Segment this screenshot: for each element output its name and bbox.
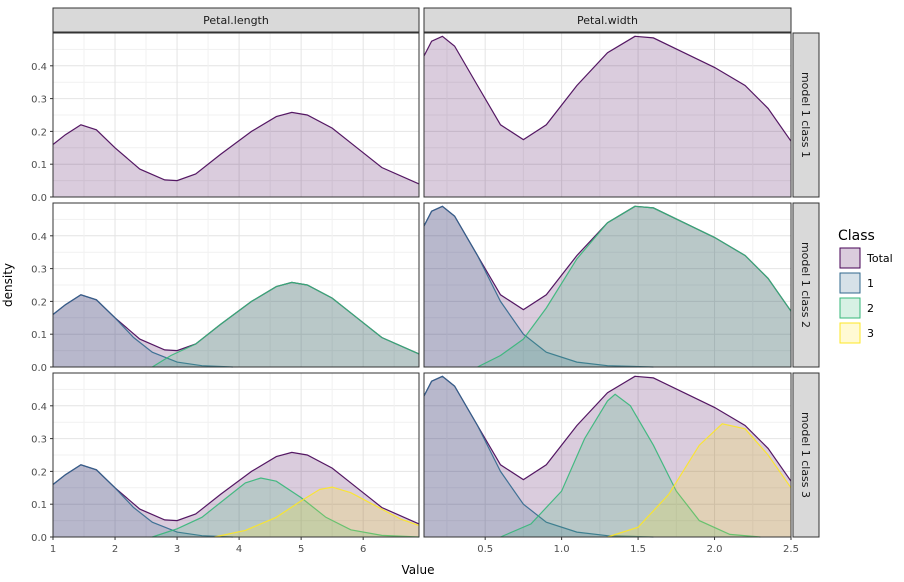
panel-1-2 (423, 32, 792, 198)
y-tick-label: 0.2 (31, 297, 47, 308)
density-class-3-line (607, 423, 792, 538)
y-axis-label: density (1, 263, 15, 307)
density-class-3-area (607, 423, 791, 537)
legend-label: 2 (867, 302, 874, 315)
y-tick-label: 0.4 (31, 232, 47, 243)
density-class-2-line (477, 205, 792, 368)
facet-strip-row (792, 32, 820, 198)
legend-key-1 (839, 272, 861, 294)
y-tick-label: 0.0 (31, 533, 47, 544)
panel-border (423, 32, 792, 198)
x-tick-label: 3 (174, 544, 180, 555)
density-class-1-area (424, 376, 654, 537)
facet-strip-label: Petal.width (577, 14, 638, 27)
y-tick-label: 0.3 (31, 435, 47, 446)
density-class-2-area (500, 394, 761, 537)
panel-1-1 (52, 32, 420, 198)
y-tick-label: 0.0 (31, 363, 47, 374)
y-tick-label: 0.1 (31, 500, 47, 511)
facet-strip-label: Petal.length (203, 14, 269, 27)
y-tick-label: 0.4 (31, 62, 47, 73)
y-tick-label: 0.4 (31, 402, 47, 413)
density-class-2-area (152, 478, 420, 537)
legend-label: 3 (867, 327, 874, 340)
y-tick-label: 0.1 (31, 160, 47, 171)
legend-key-total (839, 247, 861, 269)
panel-border (52, 202, 420, 368)
density-class-1-line (52, 294, 233, 368)
density-class-3-area (214, 487, 419, 537)
x-tick-label: 2 (112, 544, 118, 555)
legend: Class Total 1 2 3 (838, 228, 893, 344)
x-tick-label: 5 (298, 544, 304, 555)
facet-strip-row-label: model 1 class 1 (799, 72, 812, 158)
panel-border (52, 372, 420, 538)
density-class-1-area (53, 294, 233, 367)
x-tick-label: 1.5 (630, 544, 646, 555)
density-total-area (53, 112, 419, 197)
facet-strip-row-label: model 1 class 3 (799, 412, 812, 498)
density-class-2-area (152, 282, 420, 367)
facet-strip-petal-length (52, 7, 420, 33)
legend-title: Class (838, 228, 875, 244)
panel-border (423, 372, 792, 538)
density-class-2-line (151, 281, 420, 368)
density-class-1-area (53, 464, 233, 537)
density-class-1-line (423, 205, 654, 368)
x-tick-label: 0.5 (477, 544, 493, 555)
facet-strip-petal-width (423, 7, 792, 33)
panel-2-2 (423, 202, 792, 368)
density-total-area (424, 376, 791, 537)
y-tick-label: 0.2 (31, 467, 47, 478)
density-class-3-line (214, 486, 420, 538)
facet-strip-row (792, 372, 820, 538)
density-class-2-line (500, 393, 761, 538)
legend-label: 1 (867, 277, 874, 290)
y-tick-label: 0.3 (31, 95, 47, 106)
panel-border (52, 32, 420, 198)
density-class-1-area (424, 206, 654, 367)
y-tick-label: 0.3 (31, 265, 47, 276)
panel-3-2 (423, 372, 792, 538)
density-class-2-area (477, 206, 791, 367)
x-tick-label: 6 (360, 544, 366, 555)
facet-strip-row-label: model 1 class 2 (799, 242, 812, 328)
density-total-line (423, 35, 792, 142)
legend-key-3 (839, 322, 861, 344)
panel-3-1 (52, 372, 420, 538)
panel-2-1 (52, 202, 420, 368)
legend-label: Total (866, 252, 893, 265)
x-tick-label: 4 (236, 544, 242, 555)
density-total-area (424, 36, 791, 197)
x-tick-label: 1 (50, 544, 56, 555)
x-tick-label: 2.5 (783, 544, 799, 555)
density-total-line (52, 111, 420, 185)
panel-border (423, 202, 792, 368)
x-tick-label: 1.0 (554, 544, 570, 555)
y-tick-label: 0.1 (31, 330, 47, 341)
y-tick-label: 0.2 (31, 127, 47, 138)
y-tick-label: 0.0 (31, 193, 47, 204)
density-class-1-line (52, 464, 233, 538)
density-total-area (424, 206, 791, 367)
legend-key-2 (839, 297, 861, 319)
x-tick-label: 2.0 (707, 544, 723, 555)
facet-strip-row (792, 202, 820, 368)
x-axis-label: Value (402, 563, 435, 577)
grid-lines (52, 203, 419, 368)
density-class-1-line (423, 375, 654, 538)
density-class-2-line (152, 477, 420, 538)
